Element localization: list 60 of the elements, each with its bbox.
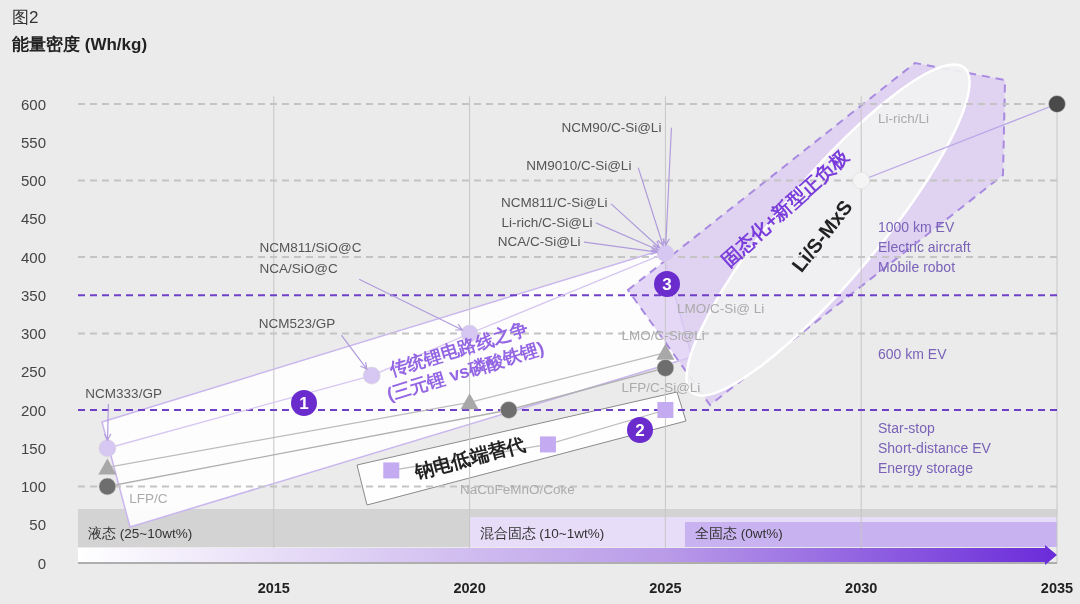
annotation: 2 bbox=[635, 421, 645, 440]
annotation: 1000 km EV Electric aircraft Mobile robot bbox=[878, 219, 971, 275]
point bbox=[98, 458, 117, 475]
annotation: LMO/C-Si@Li bbox=[621, 327, 705, 343]
annotation: NCM811/SiO@C NCA/SiO@C bbox=[259, 239, 362, 276]
point bbox=[362, 366, 381, 385]
annotation: Star-stop Short-distance EV Energy storage bbox=[878, 420, 992, 476]
y-tick-label: 550 bbox=[20, 133, 46, 151]
annotation: NCM811/C-Si@Li bbox=[500, 195, 608, 211]
x-tick-label: 2020 bbox=[453, 580, 486, 596]
annotation: 1 bbox=[299, 394, 309, 413]
point bbox=[539, 436, 556, 453]
point bbox=[383, 462, 400, 479]
point bbox=[1048, 95, 1066, 113]
x-tick-label: 2035 bbox=[1040, 580, 1074, 596]
x-tick-label: 2025 bbox=[649, 580, 682, 596]
annotation: NCM523/GP bbox=[258, 315, 336, 331]
x-tick-label: 2030 bbox=[845, 580, 878, 596]
y-tick-label: 400 bbox=[20, 248, 46, 266]
annotation: NM9010/C-Si@Li bbox=[526, 158, 632, 174]
y-tick-label: 200 bbox=[20, 401, 46, 419]
band-label: 混合固态 (10~1wt%) bbox=[479, 526, 605, 541]
y-tick-label: 350 bbox=[20, 286, 46, 304]
annotation: 600 km EV bbox=[878, 346, 948, 362]
point bbox=[852, 171, 870, 190]
point bbox=[657, 402, 674, 418]
annotation: NCM90/C-Si@Li bbox=[561, 120, 662, 136]
annotation: Li-rich/Li bbox=[878, 111, 930, 126]
band-label: 全固态 (0wt%) bbox=[694, 526, 783, 541]
annotation: NaCuFeMnO/Coke bbox=[459, 482, 575, 498]
point bbox=[656, 359, 675, 377]
annotation: LFP/C-Si@Li bbox=[621, 379, 701, 395]
annotation: 传统锂电路线之争 (三元锂 vs磷酸铁锂) bbox=[384, 318, 547, 405]
y-tick-label: 150 bbox=[20, 439, 46, 457]
point bbox=[98, 477, 117, 496]
y-tick-label: 0 bbox=[37, 554, 46, 572]
point bbox=[656, 343, 675, 360]
annotation: LMO/C-Si@ Li bbox=[677, 301, 765, 316]
annotation: Li-rich/C-Si@Li bbox=[501, 215, 593, 231]
annotation: NCA/C-Si@Li bbox=[497, 234, 581, 250]
y-tick-label: 600 bbox=[20, 95, 46, 113]
y-tick-label: 450 bbox=[20, 210, 46, 228]
chart-title: 图2 bbox=[12, 8, 39, 27]
annotation: NCM333/GP bbox=[85, 386, 162, 402]
annotation: 3 bbox=[662, 275, 672, 294]
annotation: 钠电低端替代 bbox=[411, 433, 528, 484]
y-axis-title: 能量密度 (Wh/kg) bbox=[12, 35, 148, 54]
point bbox=[656, 244, 675, 262]
y-tick-label: 100 bbox=[20, 478, 46, 495]
y-tick-label: 50 bbox=[29, 516, 46, 534]
annotation: LFP/C bbox=[129, 490, 168, 506]
y-tick-label: 500 bbox=[20, 172, 46, 189]
band: 全固态 (0wt%) bbox=[685, 522, 1057, 547]
y-tick-label: 300 bbox=[20, 325, 46, 342]
point bbox=[460, 393, 479, 410]
x-tick-label: 2015 bbox=[257, 580, 290, 596]
band-label: 液态 (25~10wt%) bbox=[88, 526, 193, 541]
y-tick-label: 250 bbox=[20, 363, 46, 381]
point bbox=[499, 401, 518, 419]
point bbox=[98, 439, 117, 458]
